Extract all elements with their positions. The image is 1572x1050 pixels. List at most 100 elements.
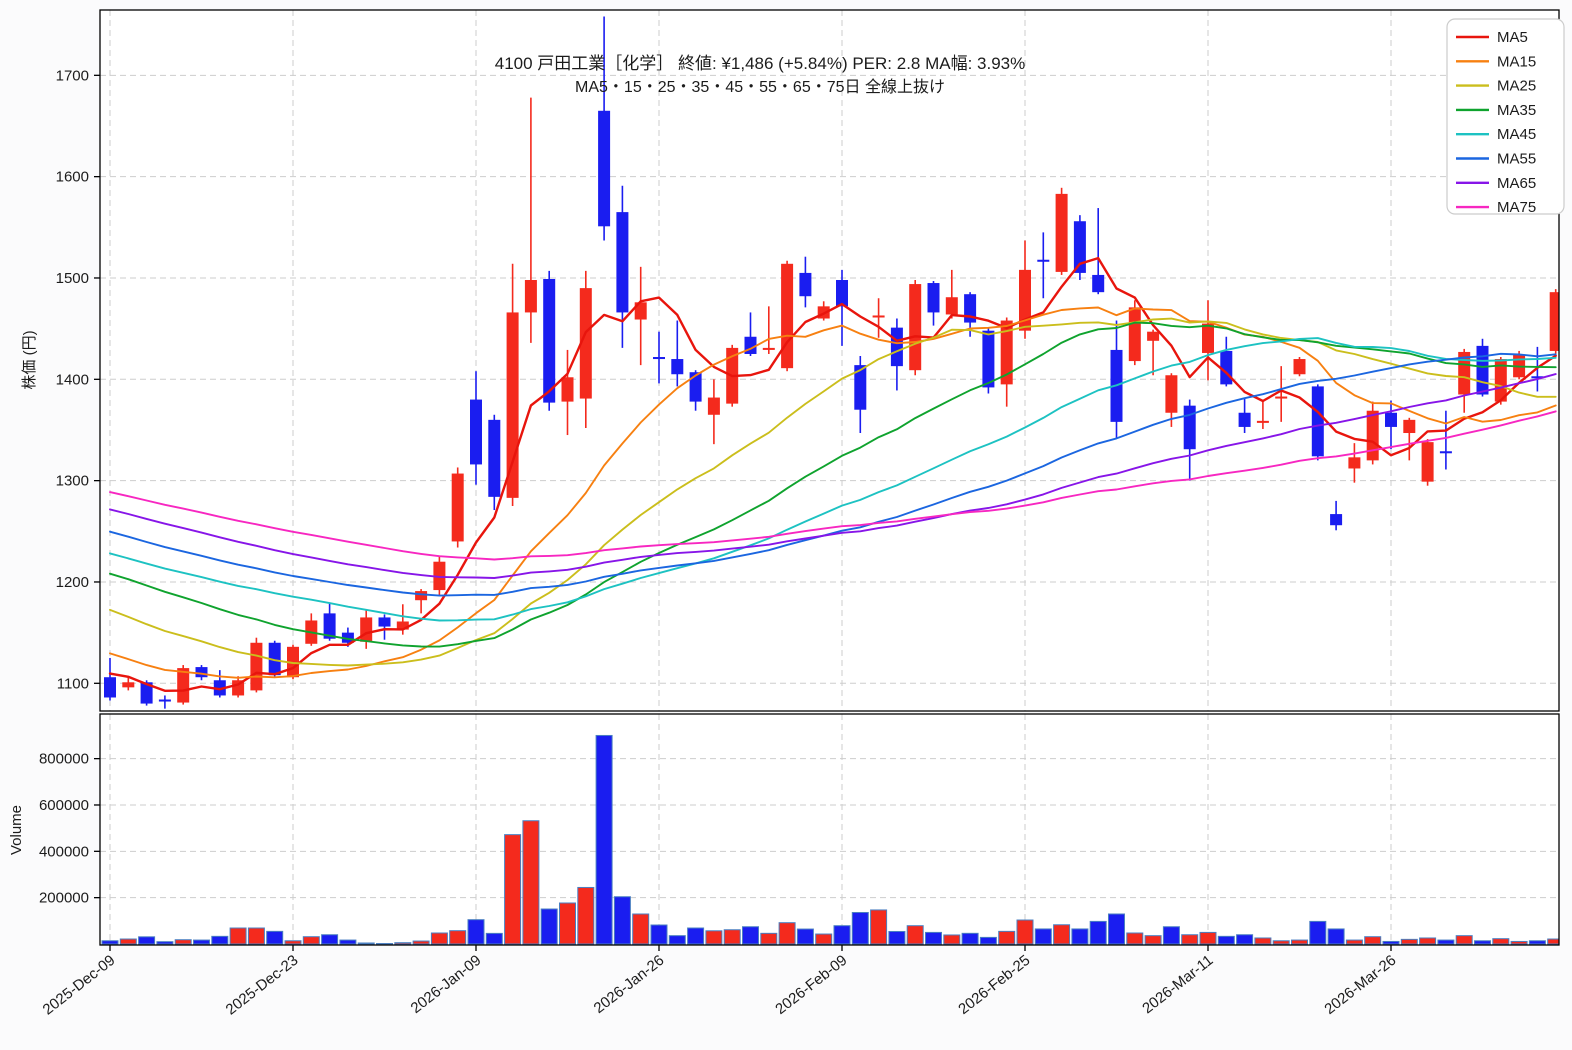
candle-body bbox=[415, 591, 428, 601]
volume-bar bbox=[101, 940, 119, 945]
volume-bar bbox=[138, 936, 156, 945]
volume-bar bbox=[394, 942, 412, 945]
candle-body bbox=[799, 272, 812, 297]
candle-body bbox=[579, 288, 592, 399]
price-tick-label: 1500 bbox=[56, 270, 89, 287]
volume-bar bbox=[211, 935, 229, 945]
volume-bar bbox=[1016, 919, 1034, 945]
volume-bar bbox=[796, 928, 814, 945]
x-tick-label: 2026-Feb-09 bbox=[772, 952, 850, 1018]
legend-item-ma25: MA25 bbox=[1456, 78, 1536, 95]
candle-body bbox=[524, 280, 537, 313]
volume-bar bbox=[888, 930, 906, 945]
candle-body bbox=[213, 680, 226, 696]
volume-bar bbox=[559, 902, 576, 945]
volume-bar bbox=[302, 936, 320, 945]
gridlines bbox=[100, 10, 1559, 945]
volume-bar bbox=[266, 930, 284, 945]
volume-bar bbox=[467, 919, 485, 945]
volume-bar bbox=[1236, 934, 1254, 945]
x-tick-label: 2026-Mar-11 bbox=[1139, 952, 1216, 1018]
volume-bar bbox=[229, 927, 247, 945]
ma15-line bbox=[109, 306, 1557, 679]
volume-bar bbox=[1053, 924, 1071, 945]
candle-body bbox=[1348, 457, 1361, 469]
volume-bar bbox=[778, 922, 796, 945]
candle-body bbox=[488, 419, 501, 497]
legend-label: MA65 bbox=[1497, 175, 1536, 192]
volume-bar bbox=[577, 886, 595, 945]
volume-bar bbox=[1108, 913, 1125, 945]
volume-bar bbox=[1089, 920, 1107, 945]
price-panel-border bbox=[99, 9, 1560, 712]
legend-item-ma15: MA15 bbox=[1456, 53, 1536, 70]
volume-bar bbox=[284, 940, 302, 945]
volume-bar bbox=[742, 926, 759, 945]
legend-label: MA35 bbox=[1497, 102, 1536, 119]
volume-bar bbox=[1455, 935, 1473, 945]
ma55-line bbox=[109, 352, 1557, 597]
candle-body bbox=[1330, 514, 1343, 526]
volume-bar bbox=[613, 896, 631, 945]
volume-bar bbox=[979, 936, 997, 945]
legend-label: MA15 bbox=[1497, 53, 1536, 70]
price-tick-label: 1300 bbox=[56, 473, 89, 490]
x-tick-label: 2025-Dec-09 bbox=[40, 952, 119, 1019]
volume-bar bbox=[412, 940, 430, 945]
candle-body bbox=[1202, 323, 1214, 353]
legend-item-ma5: MA5 bbox=[1456, 29, 1528, 46]
volume-bar bbox=[504, 834, 522, 945]
candle-body bbox=[634, 302, 647, 320]
candle-body bbox=[378, 617, 391, 627]
volume-bar bbox=[522, 820, 540, 945]
candle-body bbox=[982, 330, 995, 388]
x-tick-label: 2026-Feb-25 bbox=[955, 952, 1033, 1018]
x-tick-label: 2026-Jan-09 bbox=[408, 952, 485, 1017]
candle-body bbox=[671, 359, 684, 375]
candle-body bbox=[1256, 420, 1269, 423]
candle-body bbox=[451, 473, 464, 542]
candle-body bbox=[1019, 269, 1031, 331]
volume-bar bbox=[1400, 938, 1418, 945]
volume-bar bbox=[1474, 940, 1491, 945]
candle-body bbox=[890, 327, 903, 367]
volume-bar bbox=[760, 932, 778, 945]
candle-body bbox=[854, 365, 867, 410]
candle-body bbox=[945, 297, 958, 315]
candle-body bbox=[1183, 405, 1196, 450]
volume-bar bbox=[449, 930, 467, 945]
x-tick-label: 2025-Dec-23 bbox=[223, 952, 302, 1019]
volume-bar bbox=[705, 930, 723, 945]
candle-body bbox=[250, 642, 263, 691]
candle-body bbox=[1439, 451, 1452, 454]
volume-bar bbox=[1272, 940, 1290, 945]
volume-bar bbox=[485, 932, 503, 945]
volume-bar bbox=[925, 931, 942, 945]
volume-bar bbox=[1181, 934, 1199, 945]
legend-item-ma55: MA55 bbox=[1456, 151, 1536, 168]
volume-bar bbox=[1144, 935, 1162, 945]
volume-bar bbox=[1528, 940, 1546, 945]
volume-bar bbox=[1291, 939, 1308, 945]
x-tick-label: 2026-Mar-26 bbox=[1321, 952, 1399, 1018]
volume-bar bbox=[174, 939, 192, 945]
volume-bar bbox=[906, 925, 924, 945]
ma45-line bbox=[109, 337, 1557, 622]
candle-body bbox=[872, 315, 885, 318]
volume-panel-bg bbox=[100, 714, 1559, 945]
volume-bar bbox=[650, 924, 668, 945]
candle-body bbox=[433, 561, 446, 591]
volume-bar bbox=[687, 927, 705, 945]
volume-bar bbox=[723, 929, 741, 945]
candle-body bbox=[1165, 375, 1178, 413]
candle-body bbox=[1403, 419, 1416, 434]
candle-body bbox=[1092, 274, 1105, 293]
candle-body bbox=[1238, 412, 1251, 427]
candle-body bbox=[616, 212, 629, 313]
price-panel-bg bbox=[100, 10, 1559, 711]
volume-bar bbox=[357, 942, 375, 945]
candle-body bbox=[1531, 376, 1544, 379]
candle-body bbox=[104, 677, 116, 698]
